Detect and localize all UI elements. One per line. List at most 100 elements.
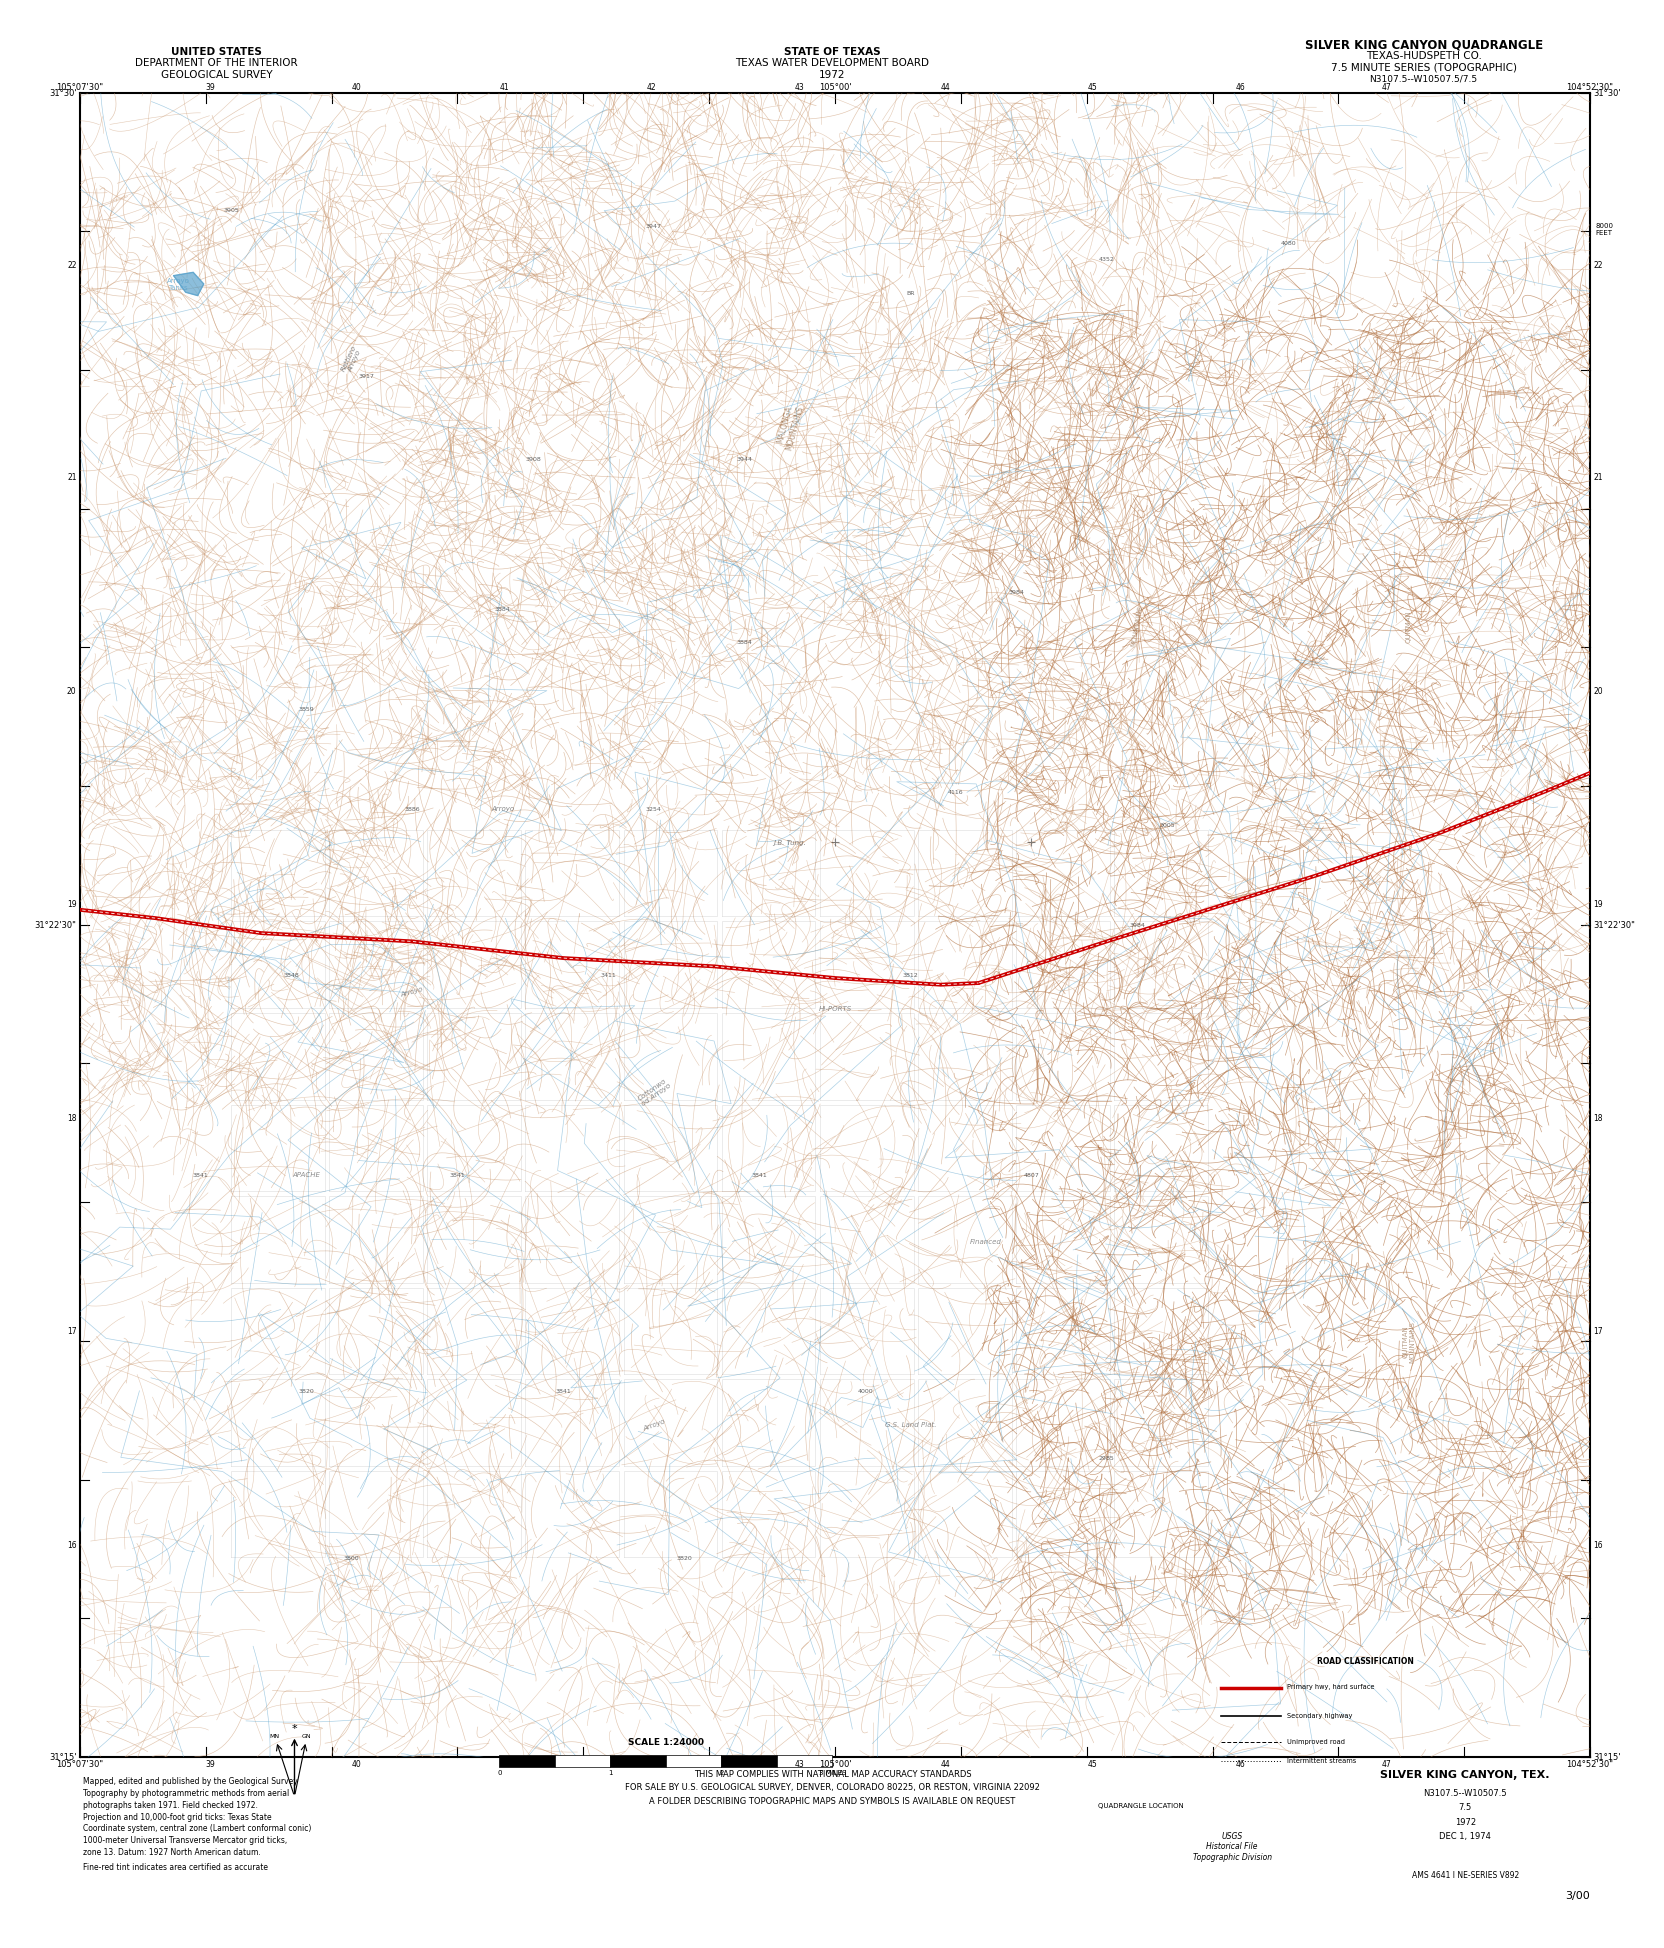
Text: 16: 16 xyxy=(1592,1541,1602,1549)
Text: 3254: 3254 xyxy=(646,806,661,812)
Text: A FOLDER DESCRIBING TOPOGRAPHIC MAPS AND SYMBOLS IS AVAILABLE ON REQUEST: A FOLDER DESCRIBING TOPOGRAPHIC MAPS AND… xyxy=(649,1796,1015,1806)
Text: 21: 21 xyxy=(67,473,77,481)
Text: 2985: 2985 xyxy=(1098,1455,1113,1461)
Text: 105°00': 105°00' xyxy=(819,1759,852,1769)
Text: 3812: 3812 xyxy=(902,972,919,978)
Text: 17: 17 xyxy=(67,1327,77,1334)
Text: 45: 45 xyxy=(1087,1759,1097,1769)
Text: USGS
Historical File
Topographic Division: USGS Historical File Topographic Divisio… xyxy=(1191,1831,1271,1860)
Text: 40: 40 xyxy=(351,1759,361,1769)
Text: 3905: 3905 xyxy=(223,206,238,212)
Text: Mapped, edited and published by the Geological Survey: Mapped, edited and published by the Geol… xyxy=(83,1777,298,1786)
Text: 8000
FEET: 8000 FEET xyxy=(1594,224,1612,236)
Text: 3886: 3886 xyxy=(404,806,419,812)
Text: 7.5: 7.5 xyxy=(1458,1802,1471,1812)
Text: 41: 41 xyxy=(499,82,509,92)
Text: 31°15': 31°15' xyxy=(48,1753,77,1761)
Text: 18: 18 xyxy=(67,1114,77,1122)
Text: 22: 22 xyxy=(1592,261,1602,269)
Text: 2: 2 xyxy=(719,1769,724,1775)
Text: 43: 43 xyxy=(794,82,804,92)
Text: 3841: 3841 xyxy=(556,1389,571,1393)
Text: 105°00': 105°00' xyxy=(819,82,852,92)
Text: QUADRANGLE LOCATION: QUADRANGLE LOCATION xyxy=(1097,1802,1183,1808)
Text: Arroyo: Arroyo xyxy=(642,1418,666,1432)
Text: 16: 16 xyxy=(67,1541,77,1549)
Text: 4352: 4352 xyxy=(1098,257,1115,263)
Text: DEPARTMENT OF THE INTERIOR: DEPARTMENT OF THE INTERIOR xyxy=(135,58,298,68)
Text: Primary hwy, hard surface: Primary hwy, hard surface xyxy=(1286,1683,1374,1689)
Text: THIS MAP COMPLIES WITH NATIONAL MAP ACCURACY STANDARDS: THIS MAP COMPLIES WITH NATIONAL MAP ACCU… xyxy=(694,1769,970,1779)
Text: N3107.5--W10507.5: N3107.5--W10507.5 xyxy=(1423,1788,1506,1798)
Text: photographs taken 1971. Field checked 1972.: photographs taken 1971. Field checked 19… xyxy=(83,1800,258,1810)
Text: Projection and 10,000-foot grid ticks: Texas State: Projection and 10,000-foot grid ticks: T… xyxy=(83,1812,271,1821)
Text: 3/00: 3/00 xyxy=(1564,1890,1589,1899)
Text: 44: 44 xyxy=(940,82,950,92)
Text: 3884: 3884 xyxy=(494,606,511,612)
Text: ROAD CLASSIFICATION: ROAD CLASSIFICATION xyxy=(1316,1656,1413,1666)
Text: zone 13. Datum: 1927 North American datum.: zone 13. Datum: 1927 North American datu… xyxy=(83,1847,261,1856)
Text: SILVER KING CANYON, TEX.: SILVER KING CANYON, TEX. xyxy=(1379,1769,1549,1779)
Text: 3005: 3005 xyxy=(1158,822,1175,828)
Text: 4080: 4080 xyxy=(1280,242,1295,245)
Text: 43: 43 xyxy=(794,1759,804,1769)
Text: 3917: 3917 xyxy=(359,374,374,378)
Text: Arroyo
Tanks: Arroyo Tanks xyxy=(166,279,190,292)
Text: 3820: 3820 xyxy=(298,1389,314,1393)
Text: 1972: 1972 xyxy=(1454,1817,1474,1827)
Text: Arroyo: Arroyo xyxy=(399,986,424,997)
Text: 3411: 3411 xyxy=(601,972,616,978)
Text: 105°07'30": 105°07'30" xyxy=(57,82,103,92)
Text: SILVER KING CANYON QUADRANGLE: SILVER KING CANYON QUADRANGLE xyxy=(1303,39,1543,53)
Text: Intermittent streams: Intermittent streams xyxy=(1286,1757,1356,1763)
Text: 31°22'30": 31°22'30" xyxy=(35,921,77,929)
Text: 7.5 MINUTE SERIES (TOPOGRAPHIC): 7.5 MINUTE SERIES (TOPOGRAPHIC) xyxy=(1330,62,1516,72)
Text: MN: MN xyxy=(270,1734,280,1738)
Text: 17: 17 xyxy=(1592,1327,1602,1334)
Text: 3859: 3859 xyxy=(298,707,314,711)
Text: 3984: 3984 xyxy=(1128,923,1145,927)
Text: 47: 47 xyxy=(1381,82,1391,92)
Text: 4807: 4807 xyxy=(1023,1173,1038,1177)
Text: 0: 0 xyxy=(498,1769,501,1775)
Text: 31°30': 31°30' xyxy=(1592,90,1621,97)
Text: 104°52'30": 104°52'30" xyxy=(1566,82,1612,92)
Text: SCALE 1:24000: SCALE 1:24000 xyxy=(627,1738,704,1745)
Text: 3984: 3984 xyxy=(1008,590,1023,594)
Text: 22: 22 xyxy=(67,261,77,269)
Text: 39: 39 xyxy=(205,82,215,92)
Text: 1: 1 xyxy=(607,1769,612,1775)
Text: 31°15': 31°15' xyxy=(1592,1753,1621,1761)
Text: 19: 19 xyxy=(67,900,77,908)
Polygon shape xyxy=(173,273,203,296)
Text: N3107.5--W10507.5/7.5: N3107.5--W10507.5/7.5 xyxy=(1369,74,1476,84)
Text: 19: 19 xyxy=(1592,900,1602,908)
Text: G.S. Land Plat.: G.S. Land Plat. xyxy=(884,1422,935,1428)
Text: 21: 21 xyxy=(1592,473,1602,481)
Text: 1000-meter Universal Transverse Mercator grid ticks,: 1000-meter Universal Transverse Mercator… xyxy=(83,1835,288,1845)
Text: TEXAS-HUDSPETH CO.: TEXAS-HUDSPETH CO. xyxy=(1364,51,1481,60)
Text: BR: BR xyxy=(905,290,914,296)
Text: DEC 1, 1974: DEC 1, 1974 xyxy=(1438,1831,1491,1841)
Text: 3 MILES: 3 MILES xyxy=(819,1769,845,1775)
Text: 105°07'30": 105°07'30" xyxy=(57,1759,103,1769)
Text: Unimproved road: Unimproved road xyxy=(1286,1738,1345,1743)
Text: MOUNTAINS: MOUNTAINS xyxy=(1130,604,1143,647)
Text: 31°22'30": 31°22'30" xyxy=(1592,921,1634,929)
Text: 1972: 1972 xyxy=(819,70,845,80)
Text: 42: 42 xyxy=(646,1759,656,1769)
Text: 3944: 3944 xyxy=(735,458,752,462)
Text: Financed: Financed xyxy=(970,1239,1002,1245)
Text: Fine-red tint indicates area certified as accurate: Fine-red tint indicates area certified a… xyxy=(83,1862,268,1872)
Text: Topography by photogrammetric methods from aerial: Topography by photogrammetric methods fr… xyxy=(83,1788,290,1798)
Text: 4000: 4000 xyxy=(857,1389,872,1393)
Text: 42: 42 xyxy=(646,82,656,92)
Text: 3841: 3841 xyxy=(193,1173,208,1177)
Text: 41: 41 xyxy=(499,1759,509,1769)
Text: 39: 39 xyxy=(205,1759,215,1769)
Text: STATE OF TEXAS: STATE OF TEXAS xyxy=(784,47,880,56)
Text: 3820: 3820 xyxy=(676,1555,692,1560)
Text: 45: 45 xyxy=(1087,82,1097,92)
Text: QUITMAN: QUITMAN xyxy=(1404,610,1411,643)
Text: 18: 18 xyxy=(1592,1114,1602,1122)
